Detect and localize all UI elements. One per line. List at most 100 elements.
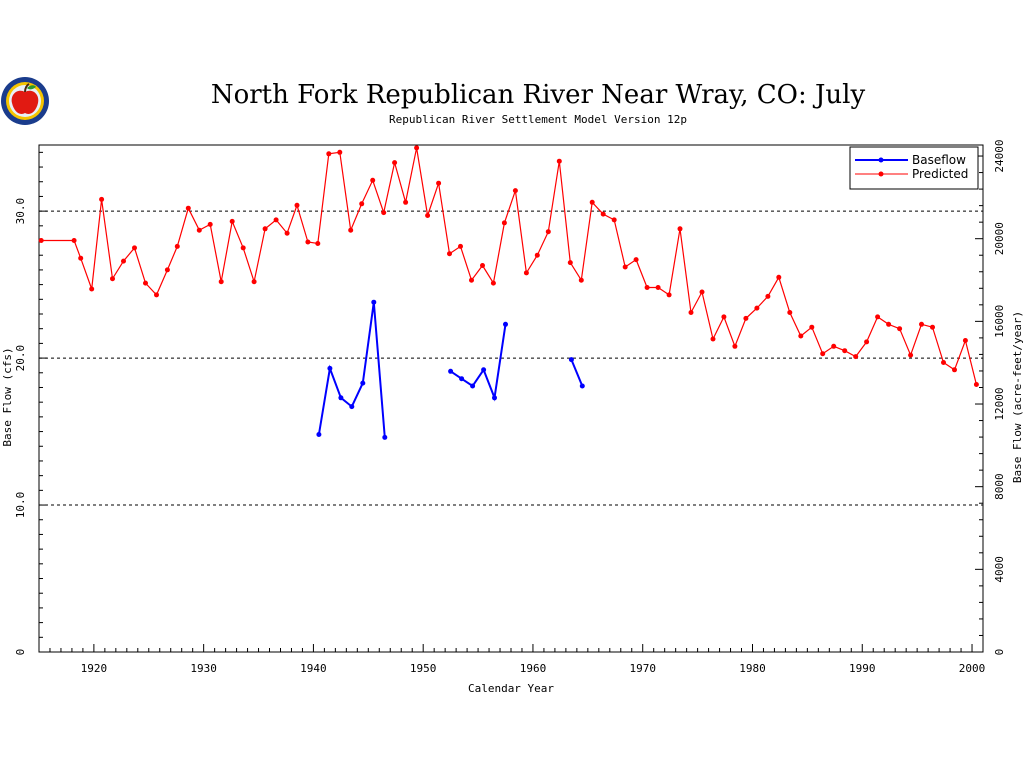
baseflow-point [503, 321, 508, 327]
predicted-point [458, 243, 463, 249]
predicted-point [501, 220, 507, 226]
baseflow-point [579, 383, 585, 389]
baseflow-point [448, 368, 454, 374]
legend-predicted-marker [878, 171, 884, 177]
predicted-point [545, 229, 551, 235]
x-tick-label: 1960 [520, 662, 547, 675]
x-tick-label: 1950 [410, 662, 437, 675]
predicted-point [962, 338, 968, 343]
baseflow-point [360, 380, 366, 386]
baseflow-line-segment [570, 359, 584, 387]
predicted-point [164, 267, 170, 273]
predicted-point [71, 238, 77, 243]
predicted-point [973, 382, 979, 387]
y-tick-label: 30.0 [14, 198, 27, 225]
chart-title: North Fork Republican River Near Wray, C… [211, 80, 866, 110]
predicted-point [370, 177, 376, 183]
predicted-point [78, 255, 84, 261]
y-right-tick-label: 20000 [993, 222, 1006, 255]
predicted-point [831, 343, 837, 349]
predicted-point [798, 333, 804, 339]
x-tick-label: 1930 [190, 662, 217, 675]
x-tick-label: 1980 [739, 662, 766, 675]
baseflow-point [492, 395, 497, 401]
y-axis-label: Base Flow (cfs) [1, 347, 14, 446]
predicted-point [381, 210, 387, 216]
predicted-point [196, 227, 202, 233]
predicted-point [480, 263, 485, 268]
predicted-point [262, 226, 268, 232]
y-axis-left: 0 10.0 20.0 30.0 [14, 151, 47, 655]
legend-baseflow-marker [878, 157, 884, 163]
predicted-point [229, 218, 235, 224]
predicted-point [864, 339, 870, 345]
predicted-point [600, 211, 606, 217]
chart-subtitle: Republican River Settlement Model Versio… [389, 113, 687, 126]
predicted-point [110, 276, 115, 282]
predicted-point [556, 158, 562, 164]
series-layer [38, 145, 979, 440]
plot-border [38, 144, 984, 653]
predicted-point [897, 326, 903, 332]
predicted-point [622, 264, 628, 270]
predicted-point [732, 343, 738, 349]
predicted-point [567, 260, 573, 266]
x-tick-label: 2000 [959, 662, 986, 675]
baseflow-point [316, 432, 322, 437]
predicted-point [633, 257, 639, 263]
x-axis: 1920 1930 1940 1950 1960 1970 1980 1990 2000 [38, 644, 986, 675]
predicted-point [207, 221, 213, 227]
y-right-tick-label: 24000 [993, 139, 1006, 172]
apple-logo [1, 77, 49, 125]
baseflow-point [371, 299, 377, 305]
x-tick-label: 1990 [849, 662, 876, 675]
predicted-point [89, 286, 95, 292]
predicted-point [414, 145, 420, 151]
predicted-point [787, 310, 793, 315]
predicted-point [337, 149, 343, 155]
predicted-point [842, 348, 848, 354]
predicted-point [403, 199, 409, 205]
predicted-point [952, 367, 957, 373]
predicted-point [743, 315, 749, 321]
predicted-point [677, 226, 683, 232]
y-tick-label: 20.0 [14, 345, 27, 372]
predicted-point [154, 292, 159, 298]
y-axis-label-right: Base Flow (acre-feet/year) [1011, 311, 1024, 483]
predicted-point [326, 151, 332, 157]
predicted-point [348, 227, 354, 233]
predicted-point [512, 188, 518, 194]
predicted-point [132, 245, 137, 251]
predicted-point [436, 180, 442, 186]
predicted-point [809, 324, 815, 330]
predicted-point [99, 196, 105, 202]
predicted-point [174, 243, 180, 249]
predicted-point [919, 321, 924, 327]
predicted-point [688, 310, 694, 315]
predicted-point [143, 280, 148, 286]
baseflow-point [459, 376, 465, 382]
y-right-tick-label: 12000 [993, 387, 1006, 420]
baseflow-point [338, 395, 344, 401]
plot-area [38, 144, 984, 653]
predicted-point [490, 280, 496, 286]
predicted-point [218, 279, 224, 285]
series-predicted [38, 145, 979, 387]
baseflow-point [568, 357, 574, 363]
predicted-line-segment [41, 147, 977, 385]
y-right-tick-label: 4000 [993, 556, 1006, 583]
x-tick-label: 1970 [629, 662, 656, 675]
predicted-point [251, 279, 257, 285]
y-right-tick-label: 8000 [993, 473, 1006, 500]
predicted-point [534, 252, 540, 258]
predicted-point [710, 336, 716, 342]
predicted-point [185, 205, 191, 211]
y-right-tick-label: 16000 [993, 305, 1006, 338]
legend-box [849, 146, 979, 190]
y-right-tick-label: 0 [993, 649, 1006, 656]
predicted-point [853, 354, 859, 360]
predicted-point [765, 293, 771, 299]
predicted-point [930, 324, 935, 330]
predicted-point [315, 241, 321, 246]
x-tick-label: 1920 [81, 662, 108, 675]
